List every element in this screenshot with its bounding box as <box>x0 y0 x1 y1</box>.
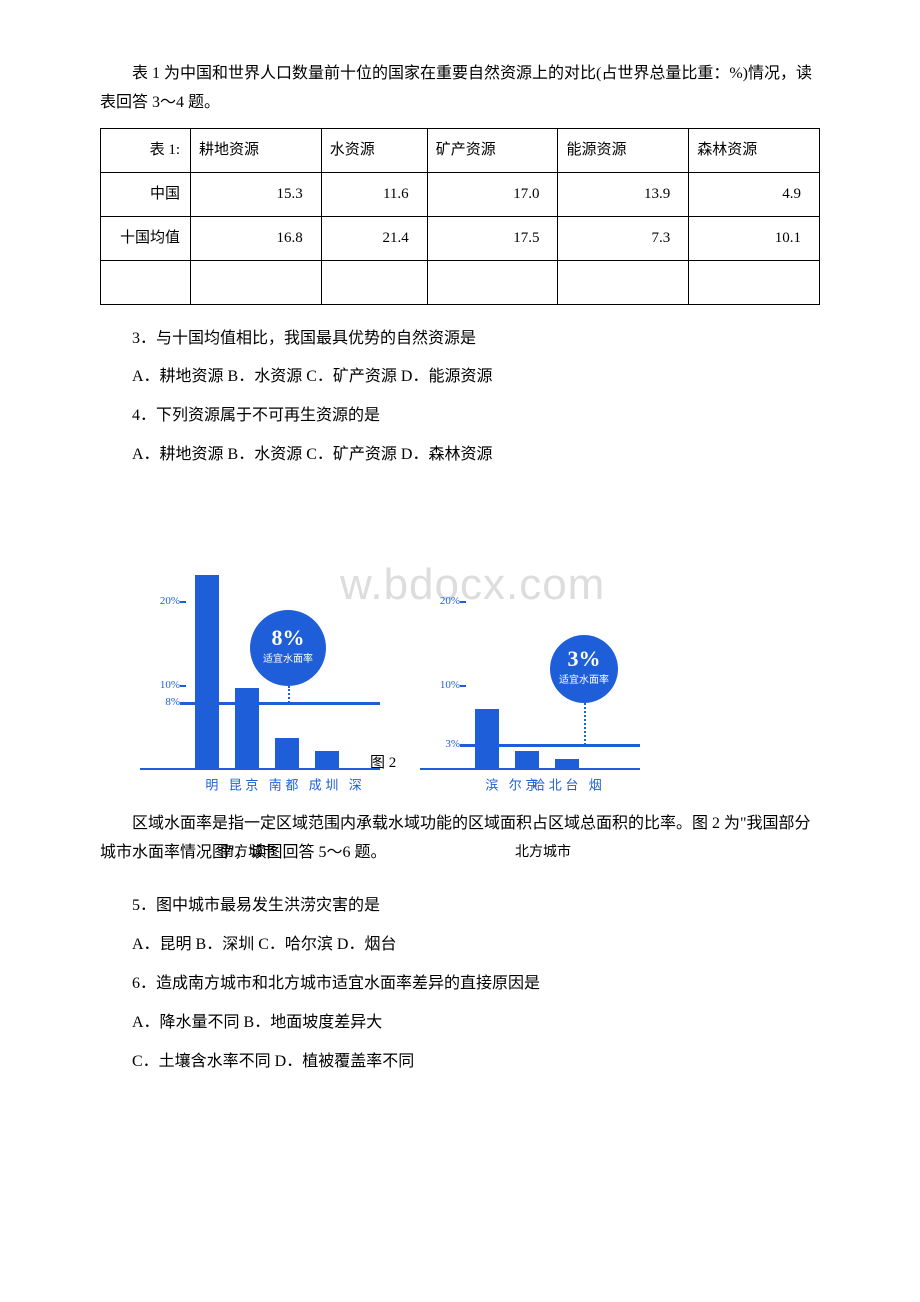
y-axis-label: 20% <box>160 592 180 612</box>
q6-options-1: A．降水量不同 B．地面坡度差异大 <box>100 1009 820 1038</box>
col-header: 能源资源 <box>558 128 689 172</box>
bar <box>195 575 219 768</box>
resource-table: 表 1: 耕地资源 水资源 矿产资源 能源资源 森林资源 中国 15.3 11.… <box>100 128 820 305</box>
cell: 17.5 <box>427 216 558 260</box>
row-label: 中国 <box>101 172 191 216</box>
cell: 16.8 <box>191 216 322 260</box>
table-header-row: 表 1: 耕地资源 水资源 矿产资源 能源资源 森林资源 <box>101 128 820 172</box>
row-label: 十国均值 <box>101 216 191 260</box>
table-row: 十国均值 16.8 21.4 17.5 7.3 10.1 <box>101 216 820 260</box>
table-title-cell: 表 1: <box>101 128 191 172</box>
ideal-rate-badge: 8%适宜水面率 <box>250 610 326 686</box>
chart-intro: 区域水面率是指一定区域范围内承载水域功能的区域面积占区域总面积的比率。图 2 为… <box>100 810 820 868</box>
bar <box>275 738 299 767</box>
north-region-label: 北方城市 <box>515 840 571 865</box>
intro-paragraph: 表 1 为中国和世界人口数量前十位的国家在重要自然资源上的对比(占世界总量比重：… <box>100 60 820 118</box>
water-rate-chart: w.bdocx.com 图 2 20%10%8%昆明南京成都深圳8%适宜水面率 … <box>140 490 680 800</box>
cell: 10.1 <box>689 216 820 260</box>
q4-options: A．耕地资源 B．水资源 C．矿产资源 D．森林资源 <box>100 441 820 470</box>
bar <box>555 759 579 767</box>
col-header: 森林资源 <box>689 128 820 172</box>
bar <box>515 751 539 768</box>
q6-options-2: C．土壤含水率不同 D．植被覆盖率不同 <box>100 1048 820 1077</box>
q5-options: A．昆明 B．深圳 C．哈尔滨 D．烟台 <box>100 931 820 960</box>
cell: 11.6 <box>321 172 427 216</box>
col-header: 矿产资源 <box>427 128 558 172</box>
cell: 7.3 <box>558 216 689 260</box>
table-row: 中国 15.3 11.6 17.0 13.9 4.9 <box>101 172 820 216</box>
south-region-label: 南方城市 <box>220 840 276 865</box>
y-axis-label: 20% <box>440 592 460 612</box>
q3-stem: 3．与十国均值相比，我国最具优势的自然资源是 <box>100 325 820 354</box>
bar <box>475 709 499 768</box>
ideal-rate-badge: 3%适宜水面率 <box>550 635 618 703</box>
q4-stem: 4．下列资源属于不可再生资源的是 <box>100 402 820 431</box>
col-header: 水资源 <box>321 128 427 172</box>
table-empty-row <box>101 260 820 304</box>
y-axis-label: 10% <box>440 676 460 696</box>
cell: 21.4 <box>321 216 427 260</box>
bar-label: 烟台 <box>559 778 606 790</box>
q3-options: A．耕地资源 B．水资源 C．矿产资源 D．能源资源 <box>100 363 820 392</box>
q5-stem: 5．图中城市最易发生洪涝灾害的是 <box>100 892 820 921</box>
bar <box>235 688 259 768</box>
cell: 17.0 <box>427 172 558 216</box>
bar-label: 深圳 <box>319 778 366 790</box>
bar <box>315 751 339 768</box>
cell: 15.3 <box>191 172 322 216</box>
y-axis-label: 3% <box>445 735 460 755</box>
south-chart: 20%10%8%昆明南京成都深圳8%适宜水面率 南方城市 <box>140 560 380 770</box>
q6-stem: 6．造成南方城市和北方城市适宜水面率差异的直接原因是 <box>100 970 820 999</box>
col-header: 耕地资源 <box>191 128 322 172</box>
y-axis-label: 8% <box>165 693 180 713</box>
cell: 13.9 <box>558 172 689 216</box>
north-chart: 20%10%3%哈尔滨北京烟台3%适宜水面率 北方城市 <box>420 560 640 770</box>
cell: 4.9 <box>689 172 820 216</box>
